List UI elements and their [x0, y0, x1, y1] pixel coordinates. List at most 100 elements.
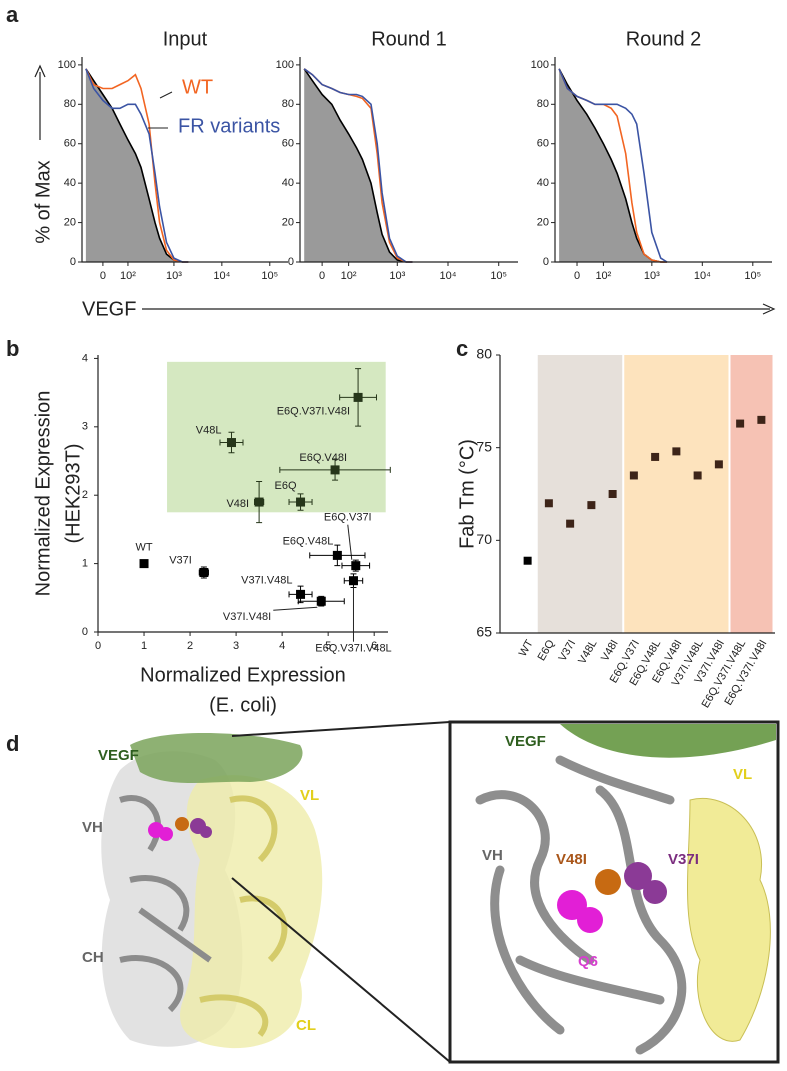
- zoom-line: [231, 877, 451, 1063]
- structure-overview: [101, 732, 323, 1049]
- point-label: E6Q.V48I: [299, 452, 347, 464]
- x-tick-label: V48I: [599, 638, 621, 664]
- vegf-ribbon: [130, 732, 303, 783]
- y-tick-label: 20: [537, 216, 549, 228]
- x-tick-label: 10²: [120, 270, 136, 282]
- leader-line: [159, 91, 173, 99]
- x-tick-label: 10⁵: [261, 270, 278, 282]
- x-tick-label: 10⁵: [744, 270, 761, 282]
- group-band: [622, 355, 645, 633]
- y-tick-label: 60: [537, 138, 549, 150]
- group-band: [750, 355, 773, 633]
- axis-arrow-head: [34, 64, 46, 78]
- x-axis-label: VEGF: [82, 298, 136, 320]
- x-tick-label: 3: [233, 640, 239, 652]
- y-tick-label: 80: [64, 98, 76, 110]
- y-tick-label: 0: [543, 256, 549, 268]
- y-tick-label: 0: [288, 256, 294, 268]
- group-band: [559, 355, 582, 633]
- point: [296, 589, 306, 599]
- y-tick-label: 4: [82, 352, 88, 364]
- y-tick-label: 70: [476, 531, 492, 547]
- v37i-atoms: [624, 862, 652, 890]
- point: [651, 452, 660, 461]
- group-band: [665, 355, 688, 633]
- heavy-chain-ribbon: [119, 795, 212, 1013]
- point: [693, 471, 702, 480]
- point: [523, 556, 532, 565]
- legend-label: FR variants: [178, 115, 280, 137]
- line: [85, 68, 189, 263]
- structure-label: VH: [82, 819, 103, 836]
- panel-title: Round 1: [371, 28, 447, 50]
- group-band: [537, 355, 560, 633]
- line: [85, 68, 189, 263]
- point-label: E6Q.V37I.V48I: [277, 405, 350, 417]
- x-tick-label: 0: [574, 270, 580, 282]
- structure-label: VEGF: [505, 733, 546, 750]
- structure-label: VH: [482, 847, 503, 864]
- leader-line: [347, 524, 353, 560]
- x-tick-label: 6: [371, 640, 377, 652]
- v48i-atoms: [175, 817, 189, 831]
- y-tick-label: 80: [537, 98, 549, 110]
- point-label: E6Q.V48L: [283, 535, 334, 547]
- x-tick-label: 4: [279, 640, 285, 652]
- y-tick-label: 65: [476, 624, 492, 640]
- x-tick-label: 0: [95, 640, 101, 652]
- x-axis-label: (E. coli): [209, 694, 277, 716]
- vl-ribbon: [687, 798, 771, 1042]
- structure-label: VL: [300, 787, 319, 804]
- x-tick-label: 10³: [166, 270, 182, 282]
- x-tick-label: 5: [325, 640, 331, 652]
- point-label: V37I: [169, 554, 192, 566]
- y-tick-label: 20: [64, 216, 76, 228]
- point: [199, 567, 209, 577]
- point: [544, 499, 553, 508]
- y-tick-label: 60: [282, 138, 294, 150]
- y-tick-label: 40: [537, 177, 549, 189]
- x-tick-label: 1: [141, 640, 147, 652]
- light-chain-surface: [180, 775, 323, 1049]
- q6-atoms: [159, 827, 173, 841]
- y-tick-label: 75: [476, 438, 492, 454]
- x-axis-label: Normalized Expression: [140, 664, 346, 686]
- point: [296, 497, 306, 507]
- leader-line: [273, 606, 318, 611]
- panel-label: a: [6, 2, 19, 27]
- line: [303, 68, 413, 263]
- y-tick-label: 3: [82, 421, 88, 433]
- y-axis-label: Normalized Expression: [32, 391, 54, 597]
- y-tick-label: 2: [82, 489, 88, 501]
- y-tick-label: 40: [282, 177, 294, 189]
- x-tick-label: 10²: [595, 270, 611, 282]
- x-tick-label: E6Q: [536, 638, 558, 663]
- point: [587, 501, 596, 510]
- point-label: V48I: [226, 498, 249, 510]
- line: [558, 68, 668, 263]
- group-band: [729, 355, 752, 633]
- y-axis-label: (HEK293T): [62, 443, 84, 543]
- group-band: [580, 355, 603, 633]
- area: [304, 68, 413, 262]
- y-axis-label: Fab Tm (°C): [456, 439, 478, 549]
- zoom-line: [231, 721, 451, 737]
- y-tick-label: 100: [276, 59, 294, 71]
- point: [608, 490, 617, 498]
- point: [714, 460, 723, 469]
- point: [316, 596, 326, 606]
- structure-label: VEGF: [98, 747, 139, 764]
- q6-atoms: [577, 907, 603, 933]
- point: [736, 419, 745, 428]
- panel-title: Input: [163, 28, 208, 50]
- v48i-atoms: [595, 869, 621, 895]
- point: [348, 576, 358, 586]
- y-tick-label: 100: [531, 59, 549, 71]
- x-tick-label: V48L: [576, 638, 599, 666]
- y-tick-label: 80: [282, 98, 294, 110]
- structure-inset: [448, 720, 780, 1064]
- panel-title: Round 2: [626, 28, 702, 50]
- x-tick-label: 10⁴: [694, 270, 711, 282]
- point: [353, 392, 363, 402]
